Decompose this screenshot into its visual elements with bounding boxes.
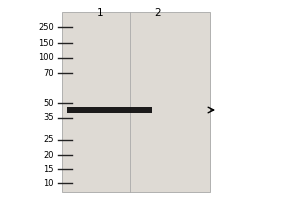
Bar [67, 107, 152, 113]
Text: 35: 35 [44, 114, 54, 122]
Text: 25: 25 [44, 136, 54, 144]
Text: 150: 150 [38, 38, 54, 47]
Text: 15: 15 [44, 164, 54, 173]
Text: 2: 2 [155, 8, 161, 18]
Text: 1: 1 [97, 8, 103, 18]
Text: 20: 20 [44, 150, 54, 160]
Text: 250: 250 [38, 22, 54, 31]
Bar [62, 12, 210, 192]
Text: 50: 50 [44, 98, 54, 108]
Text: 100: 100 [38, 53, 54, 62]
Text: 10: 10 [44, 178, 54, 188]
Text: 70: 70 [44, 68, 54, 77]
